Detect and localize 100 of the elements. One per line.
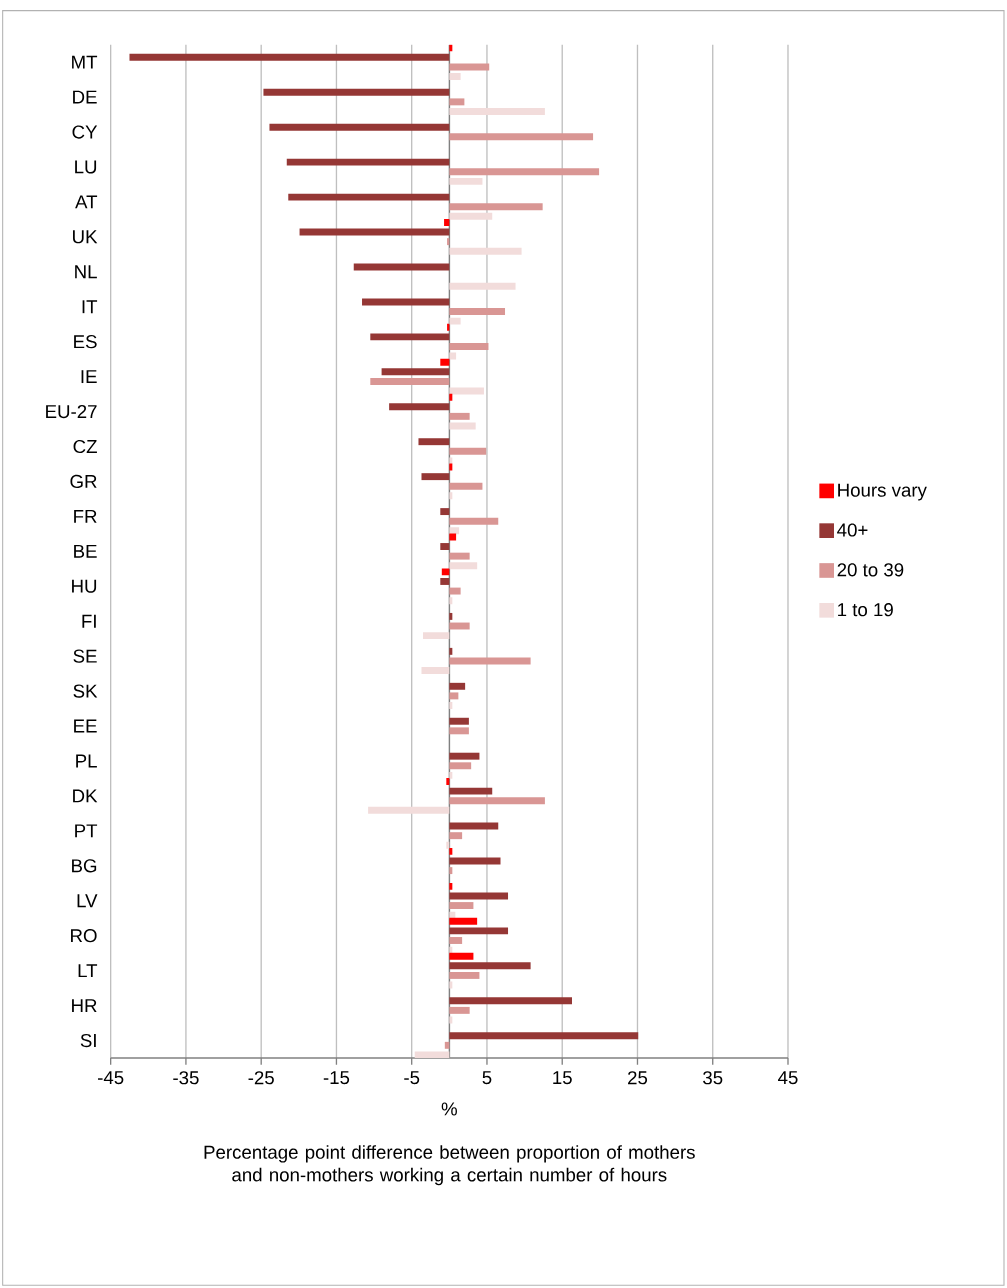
bar: [421, 667, 450, 675]
bar: [449, 552, 470, 560]
bar: [269, 123, 450, 131]
bar: [440, 508, 450, 516]
bar: [449, 997, 573, 1005]
bar: [440, 358, 450, 366]
bar: [449, 971, 480, 979]
bar: [449, 517, 499, 525]
bar: [449, 447, 487, 455]
bar: [449, 562, 478, 570]
legend-label: 1 to 19: [838, 603, 894, 617]
bar: [449, 212, 493, 220]
bar: [414, 1051, 450, 1058]
bar: [441, 568, 450, 576]
bar: [449, 412, 470, 420]
y-tick-label: HU: [72, 579, 97, 593]
y-tick-label: PT: [75, 824, 98, 838]
bar: [449, 597, 453, 605]
bar: [449, 847, 453, 855]
bar: [449, 902, 474, 910]
y-tick-label: UK: [73, 230, 98, 244]
y-tick-label: FI: [82, 614, 96, 628]
bar: [449, 343, 489, 350]
bar: [449, 981, 453, 989]
bar: [449, 1006, 470, 1014]
bar: [449, 752, 480, 760]
bar: [449, 133, 594, 141]
bar: [449, 882, 453, 890]
bar: [449, 282, 516, 290]
y-tick-label: IE: [81, 370, 97, 384]
bar: [449, 797, 546, 805]
bar: [449, 867, 453, 875]
y-tick-label: DE: [73, 90, 97, 104]
y-tick-label: EU-27: [46, 404, 97, 419]
bar: [449, 832, 463, 840]
y-tick-label: BG: [72, 859, 97, 873]
bar: [449, 482, 483, 490]
y-tick-label: LV: [77, 894, 98, 908]
y-tick-label: CY: [72, 125, 98, 139]
bar: [446, 778, 450, 785]
bar: [389, 403, 450, 411]
bar: [449, 457, 453, 465]
y-tick-label: FR: [74, 509, 97, 523]
y-tick-label: CZ: [73, 439, 98, 454]
x-tick-label: 45: [778, 1071, 798, 1085]
bar: [444, 1041, 450, 1049]
y-tick-label: SK: [73, 684, 98, 698]
bar: [449, 952, 474, 960]
bar: [418, 438, 450, 446]
bar: [449, 682, 466, 690]
y-tick-label: NL: [75, 265, 98, 279]
bar: [449, 962, 531, 970]
y-tick-label: DK: [73, 789, 98, 803]
y-tick-label: RO: [71, 929, 97, 943]
bar: [449, 937, 463, 944]
bar: [449, 533, 457, 541]
bar: [440, 578, 450, 585]
y-tick-label: GR: [70, 474, 97, 489]
bar: [449, 63, 490, 71]
bar: [299, 228, 450, 236]
bar: [440, 543, 450, 550]
bar: [449, 892, 509, 900]
bar: [444, 218, 450, 226]
bar: [449, 1032, 639, 1040]
bar: [362, 298, 450, 306]
y-tick-label: IT: [82, 300, 98, 314]
bar: [288, 193, 450, 201]
bar: [449, 308, 506, 315]
bar: [423, 632, 450, 640]
x-tick-label: 5: [482, 1071, 492, 1085]
bar: [449, 422, 476, 430]
bar: [449, 657, 531, 665]
y-tick-label: ES: [74, 335, 97, 349]
bar: [263, 88, 450, 96]
bar: [449, 317, 461, 325]
bar: [286, 158, 450, 166]
y-tick-label: LU: [75, 160, 97, 174]
bar: [368, 806, 450, 814]
x-tick-label: -25: [248, 1071, 275, 1085]
bar: [449, 463, 453, 471]
bar: [449, 692, 459, 700]
bar: [449, 492, 453, 500]
y-tick-label: SE: [73, 649, 97, 663]
x-tick-label: -45: [98, 1071, 124, 1085]
bar: [449, 762, 472, 770]
x-tick-label: 25: [628, 1071, 648, 1085]
bar: [446, 841, 450, 849]
bar: [449, 612, 453, 620]
bar: [449, 702, 453, 709]
bar: [449, 917, 478, 925]
bar: [449, 73, 461, 80]
bar: [449, 587, 461, 595]
x-tick-label: -5: [404, 1071, 420, 1085]
bar: [449, 527, 460, 535]
bar: [381, 368, 450, 376]
x-axis-title: %: [441, 1102, 458, 1116]
bar: [449, 647, 453, 655]
x-tick-label: 35: [703, 1071, 723, 1085]
y-tick-label: LT: [78, 964, 98, 978]
y-tick-label: SI: [80, 1033, 96, 1048]
